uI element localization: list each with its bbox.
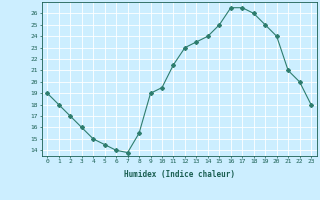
X-axis label: Humidex (Indice chaleur): Humidex (Indice chaleur): [124, 170, 235, 179]
